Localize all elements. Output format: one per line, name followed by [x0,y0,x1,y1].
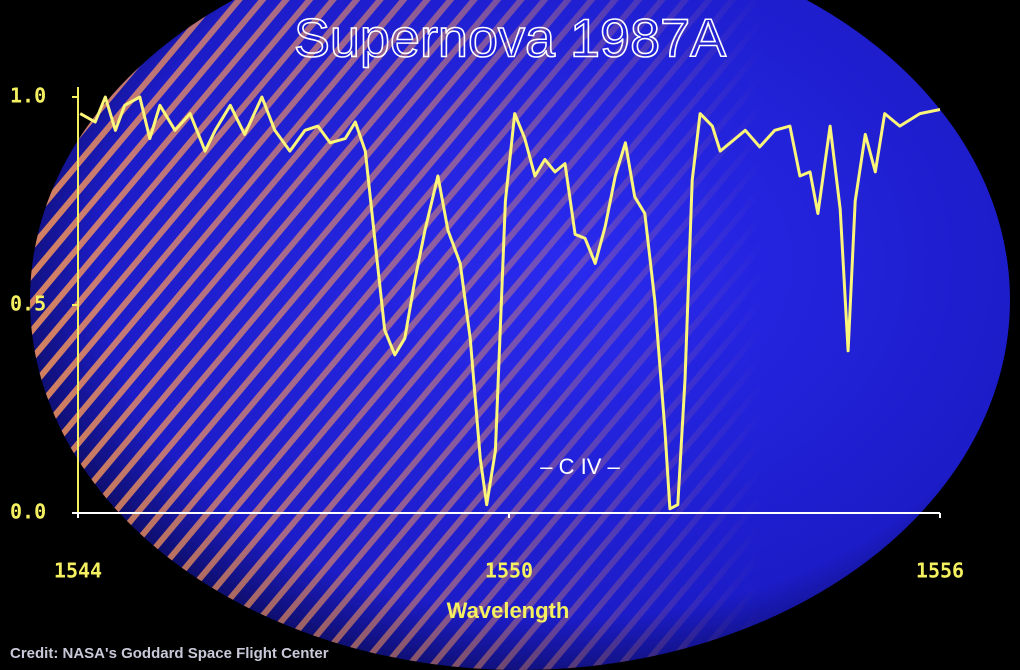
y-tick-label: 0.5 [10,292,46,316]
chart-title: Supernova 1987A [294,8,726,68]
y-tick-label: 0.0 [10,500,46,524]
spectrum-line [79,95,941,511]
y-tick-label: 1.0 [10,84,46,108]
x-axis-label: Wavelength [447,598,570,623]
x-tick-label: 1550 [485,559,533,583]
annotation: – C IV – [540,454,620,479]
credit: Credit: NASA's Goddard Space Flight Cent… [10,645,329,662]
x-tick-label: 1544 [54,559,102,583]
x-tick-label: 1556 [916,559,964,583]
